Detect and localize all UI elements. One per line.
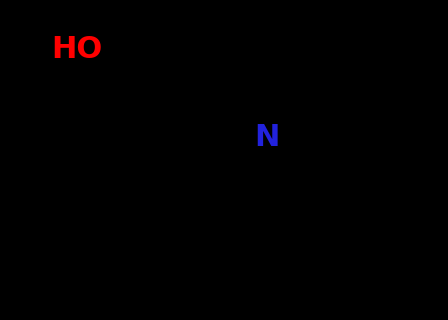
Text: N: N	[254, 123, 279, 152]
Text: HO: HO	[52, 35, 103, 64]
